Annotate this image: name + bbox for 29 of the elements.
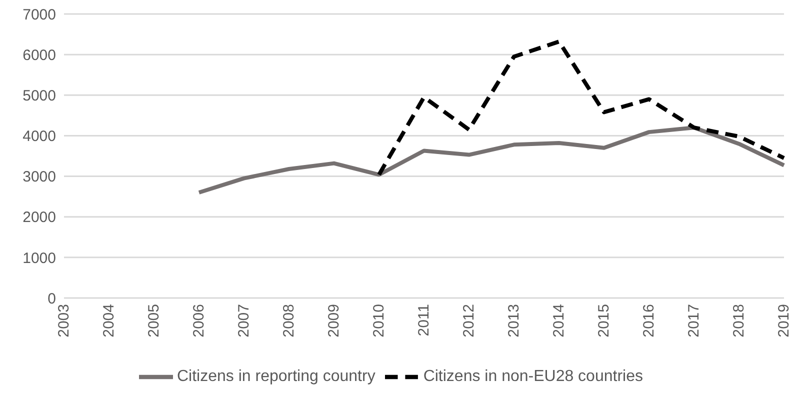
x-tick-label: 2008 (280, 304, 298, 338)
x-tick-label: 2016 (640, 304, 658, 338)
x-tick-label: 2006 (190, 304, 208, 338)
x-tick-label: 2007 (236, 304, 253, 338)
x-tick-label: 2009 (326, 304, 343, 338)
y-tick-label: 1000 (22, 250, 56, 267)
y-tick-label: 2000 (22, 209, 56, 226)
x-tick-label: 2012 (460, 304, 478, 338)
y-tick-label: 5000 (22, 87, 56, 104)
x-tick-label: 2010 (370, 304, 388, 338)
x-tick-label: 2019 (776, 304, 793, 338)
y-tick-label: 7000 (22, 6, 56, 24)
y-tick-label: 4000 (22, 128, 56, 146)
x-tick-label: 2011 (416, 304, 433, 336)
legend-label: Citizens in non-EU28 countries (423, 368, 643, 386)
x-tick-label: 2013 (506, 304, 523, 338)
y-tick-label: 0 (48, 290, 56, 308)
x-tick-label: 2014 (550, 304, 568, 338)
line-series (377, 40, 786, 177)
line-series (197, 126, 786, 195)
y-tick-label: 6000 (22, 46, 56, 64)
x-tick-label: 2003 (56, 304, 73, 338)
y-tick-label: 3000 (22, 168, 56, 186)
x-tick-label: 2018 (730, 304, 748, 338)
x-tick-label: 2005 (146, 304, 163, 338)
x-tick-label: 2004 (100, 304, 118, 338)
x-tick-label: 2017 (686, 304, 703, 338)
legend-label: Citizens in reporting country (177, 368, 376, 386)
x-tick-label: 2015 (596, 304, 613, 338)
